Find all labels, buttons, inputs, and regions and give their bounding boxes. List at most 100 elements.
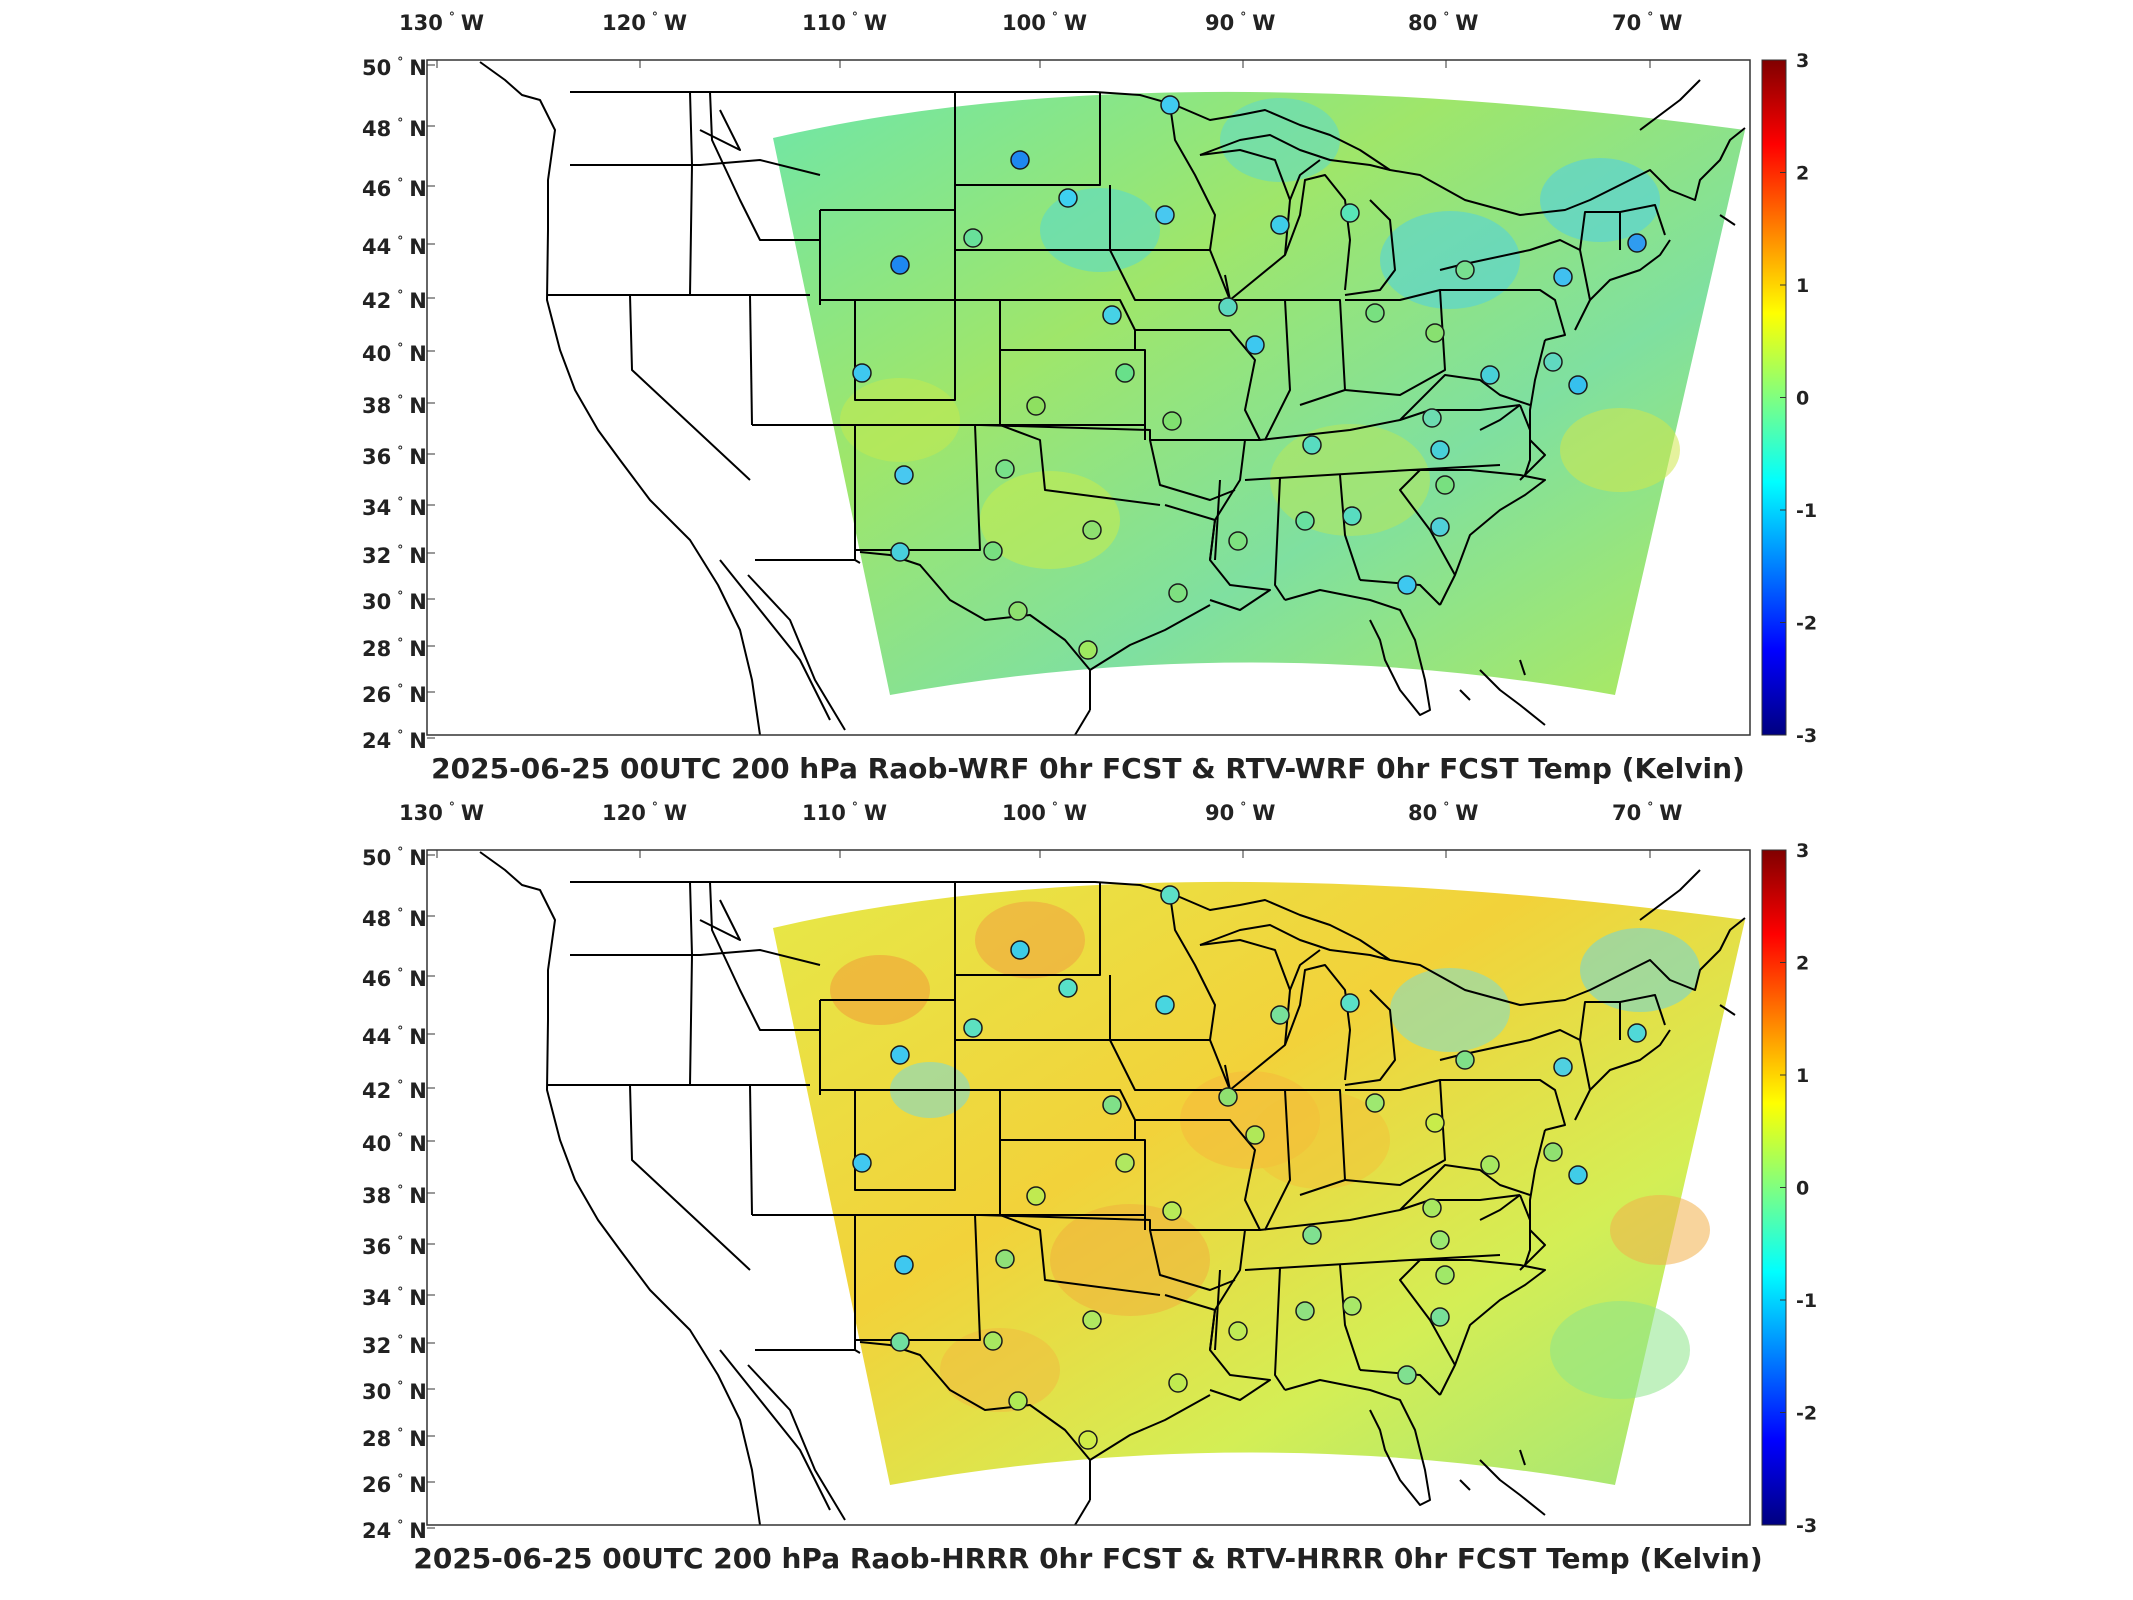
raob-station-marker[interactable]	[1342, 1296, 1362, 1316]
raob-station-marker[interactable]	[995, 1249, 1015, 1269]
boundary-line	[1284, 174, 1351, 291]
boundary-line	[1579, 1001, 1621, 1041]
raob-station-marker[interactable]	[1627, 233, 1647, 253]
raob-station-marker[interactable]	[1270, 1005, 1290, 1025]
raob-station-marker[interactable]	[1168, 1373, 1188, 1393]
raob-station-marker[interactable]	[1058, 188, 1078, 208]
boundary-line	[1639, 869, 1701, 921]
raob-station-marker[interactable]	[1115, 1153, 1135, 1173]
raob-station-marker[interactable]	[1245, 335, 1265, 355]
raob-station-marker[interactable]	[1162, 1201, 1182, 1221]
raob-station-marker[interactable]	[1480, 365, 1500, 385]
raob-station-marker[interactable]	[890, 542, 910, 562]
raob-station-marker[interactable]	[1168, 583, 1188, 603]
raob-station-marker[interactable]	[890, 1332, 910, 1352]
lat-tick-label: 38 ° N	[362, 393, 427, 418]
raob-station-marker[interactable]	[1553, 1057, 1573, 1077]
raob-station-marker[interactable]	[1026, 1186, 1046, 1206]
boundary-line	[1479, 1194, 1521, 1221]
raob-station-marker[interactable]	[1553, 267, 1573, 287]
raob-station-marker[interactable]	[963, 228, 983, 248]
raob-station-marker[interactable]	[1422, 1198, 1442, 1218]
boundary-line	[854, 1349, 861, 1354]
raob-station-marker[interactable]	[1008, 601, 1028, 621]
boundary-line	[1274, 1267, 1286, 1391]
boundary-line	[719, 1349, 831, 1511]
boundary-line	[1344, 989, 1396, 1086]
raob-station-marker[interactable]	[1342, 506, 1362, 526]
raob-station-marker[interactable]	[1435, 1265, 1455, 1285]
lon-tick-label: 80 ° W	[1408, 10, 1478, 35]
raob-station-marker[interactable]	[1102, 305, 1122, 325]
raob-station-marker[interactable]	[1078, 640, 1098, 660]
raob-station-marker[interactable]	[1397, 575, 1417, 595]
raob-station-marker[interactable]	[1155, 205, 1175, 225]
boundary-line	[629, 294, 751, 481]
raob-station-marker[interactable]	[1365, 1093, 1385, 1113]
raob-station-marker[interactable]	[1430, 1307, 1450, 1327]
lon-tick-label: 110 ° W	[802, 10, 887, 35]
raob-station-marker[interactable]	[1365, 303, 1385, 323]
raob-station-marker[interactable]	[1218, 297, 1238, 317]
raob-station-marker[interactable]	[983, 1331, 1003, 1351]
colorbar-tick-label: -3	[1796, 1515, 1817, 1537]
raob-station-marker[interactable]	[1026, 396, 1046, 416]
raob-station-marker[interactable]	[1425, 323, 1445, 343]
raob-station-marker[interactable]	[1455, 260, 1475, 280]
boundary-line	[1230, 299, 1291, 441]
raob-station-marker[interactable]	[1340, 993, 1360, 1013]
raob-station-marker[interactable]	[1228, 531, 1248, 551]
raob-station-marker[interactable]	[1543, 1142, 1563, 1162]
raob-station-marker[interactable]	[1162, 411, 1182, 431]
raob-station-marker[interactable]	[1302, 1225, 1322, 1245]
raob-station-marker[interactable]	[1160, 95, 1180, 115]
raob-station-marker[interactable]	[1568, 375, 1588, 395]
raob-station-marker[interactable]	[1568, 1165, 1588, 1185]
raob-station-marker[interactable]	[1627, 1023, 1647, 1043]
raob-station-marker[interactable]	[1422, 408, 1442, 428]
raob-station-marker[interactable]	[1010, 150, 1030, 170]
raob-station-marker[interactable]	[894, 1255, 914, 1275]
lat-tick-label: 42 ° N	[362, 288, 427, 313]
raob-station-marker[interactable]	[1228, 1321, 1248, 1341]
raob-station-marker[interactable]	[1218, 1087, 1238, 1107]
lat-tick-label: 32 ° N	[362, 543, 427, 568]
raob-station-marker[interactable]	[1058, 978, 1078, 998]
raob-station-marker[interactable]	[1425, 1113, 1445, 1133]
raob-station-marker[interactable]	[1435, 475, 1455, 495]
raob-station-marker[interactable]	[1078, 1430, 1098, 1450]
raob-station-marker[interactable]	[1480, 1155, 1500, 1175]
raob-station-marker[interactable]	[1270, 215, 1290, 235]
raob-station-marker[interactable]	[1340, 203, 1360, 223]
raob-station-marker[interactable]	[963, 1018, 983, 1038]
boundary-line	[1639, 79, 1701, 131]
raob-station-marker[interactable]	[1397, 1365, 1417, 1385]
boundary-line	[1199, 134, 1391, 171]
raob-station-marker[interactable]	[1010, 940, 1030, 960]
raob-station-marker[interactable]	[1008, 1391, 1028, 1411]
raob-station-marker[interactable]	[1543, 352, 1563, 372]
raob-station-marker[interactable]	[1245, 1125, 1265, 1145]
lat-tick-label: 34 ° N	[362, 495, 427, 520]
raob-station-marker[interactable]	[894, 465, 914, 485]
raob-station-marker[interactable]	[1455, 1050, 1475, 1070]
raob-station-marker[interactable]	[1430, 1230, 1450, 1250]
raob-station-marker[interactable]	[1082, 1310, 1102, 1330]
raob-station-marker[interactable]	[1430, 440, 1450, 460]
raob-station-marker[interactable]	[1430, 517, 1450, 537]
raob-station-marker[interactable]	[1295, 1301, 1315, 1321]
raob-station-marker[interactable]	[852, 1153, 872, 1173]
raob-station-marker[interactable]	[1160, 885, 1180, 905]
raob-station-marker[interactable]	[852, 363, 872, 383]
raob-station-marker[interactable]	[1155, 995, 1175, 1015]
boundary-line	[1274, 477, 1286, 601]
raob-station-marker[interactable]	[1302, 435, 1322, 455]
raob-station-marker[interactable]	[1102, 1095, 1122, 1115]
raob-station-marker[interactable]	[890, 255, 910, 275]
raob-station-marker[interactable]	[983, 541, 1003, 561]
raob-station-marker[interactable]	[1295, 511, 1315, 531]
raob-station-marker[interactable]	[1082, 520, 1102, 540]
raob-station-marker[interactable]	[995, 459, 1015, 479]
raob-station-marker[interactable]	[1115, 363, 1135, 383]
raob-station-marker[interactable]	[890, 1045, 910, 1065]
